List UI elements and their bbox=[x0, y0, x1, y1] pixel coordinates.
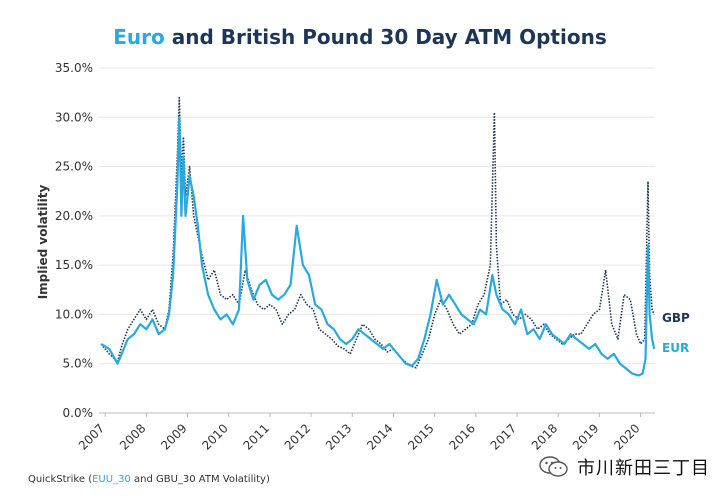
x-tick-label: 2018 bbox=[529, 421, 560, 452]
watermark: 市川新田三丁目 bbox=[539, 454, 710, 480]
y-axis-label: Implied volatility bbox=[36, 185, 50, 300]
x-tick-label: 2016 bbox=[446, 421, 477, 452]
x-tick-label: 2015 bbox=[405, 421, 436, 452]
grid bbox=[99, 67, 655, 414]
y-tick-label: 5.0% bbox=[63, 357, 94, 371]
y-tick-label: 35.0% bbox=[55, 61, 93, 75]
x-tick-label: 2010 bbox=[199, 421, 230, 452]
source-note-prefix: QuickStrike ( bbox=[28, 474, 92, 485]
x-tick-label: 2009 bbox=[158, 421, 189, 452]
x-tick-label: 2012 bbox=[282, 421, 313, 452]
source-note: QuickStrike (EUU_30 and GBU_30 ATM Volat… bbox=[28, 474, 270, 485]
y-tick-label: 25.0% bbox=[55, 160, 93, 174]
axes: 0.0% 5.0% 10.0% 15.0% 20.0% 25.0% 30.0% 35.0% 20… bbox=[55, 61, 643, 453]
y-tick-label: 15.0% bbox=[55, 258, 93, 272]
y-tick-label: 0.0% bbox=[63, 406, 94, 420]
x-tick-label: 2014 bbox=[364, 421, 395, 452]
y-tick-label: 10.0% bbox=[55, 307, 93, 321]
series-line-eur bbox=[100, 116, 656, 377]
x-tick-label: 2020 bbox=[611, 421, 642, 452]
x-tick-label: 2008 bbox=[117, 421, 148, 452]
wechat-icon bbox=[539, 456, 568, 477]
x-tick-label: 2019 bbox=[570, 421, 601, 452]
x-tick-label: 2017 bbox=[488, 421, 519, 452]
chart-title: Euro and British Pound 30 Day ATM Option… bbox=[113, 25, 606, 49]
series-end-label-gbp: GBP bbox=[662, 311, 690, 325]
source-note-highlight: EUU_30 bbox=[92, 474, 131, 485]
series-line-gbp bbox=[100, 96, 655, 369]
source-note-suffix: and GBU_30 ATM Volatility) bbox=[131, 474, 270, 485]
x-tick-label: 2007 bbox=[76, 421, 107, 452]
series-end-label-eur: EUR bbox=[662, 341, 689, 355]
y-tick-label: 20.0% bbox=[55, 209, 93, 223]
y-tick-label: 30.0% bbox=[55, 110, 93, 124]
x-tick-label: 2013 bbox=[323, 421, 354, 452]
chart-title-part-2: and British Pound 30 Day ATM Options bbox=[165, 25, 607, 49]
x-tick-label: 2011 bbox=[241, 421, 272, 452]
chart-title-part-1: Euro bbox=[113, 25, 165, 49]
series-layer bbox=[100, 96, 656, 377]
watermark-text: 市川新田三丁目 bbox=[577, 458, 710, 479]
